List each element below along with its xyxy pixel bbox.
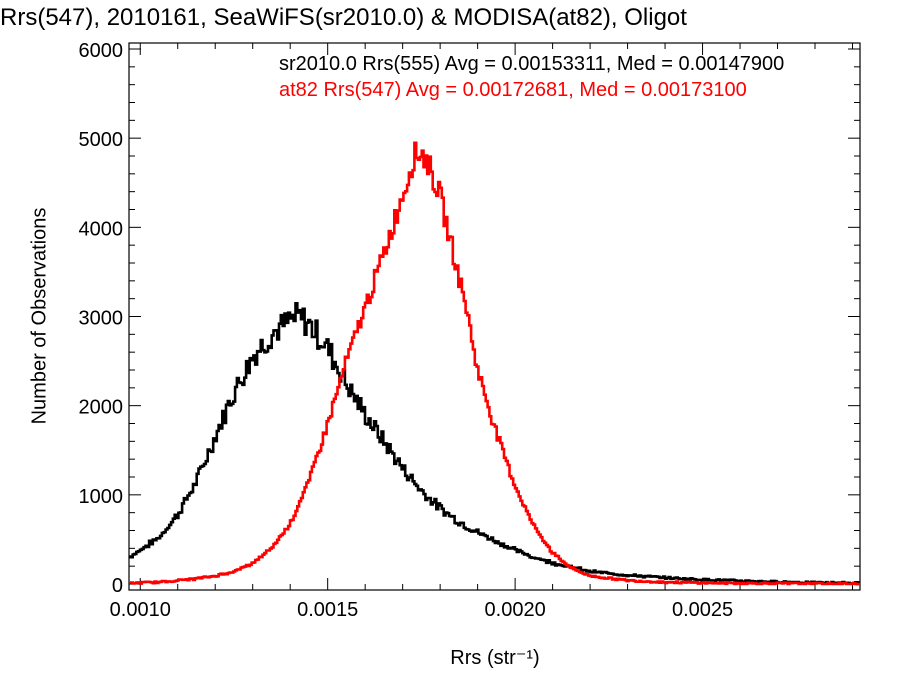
y-tick-label: 0: [112, 575, 123, 597]
x-tick-label: 0.0025: [672, 599, 733, 621]
y-tick-label: 5000: [79, 129, 124, 151]
y-tick-label: 2000: [79, 397, 124, 419]
x-tick-label: 0.0015: [297, 599, 358, 621]
chart-title: Rrs(547), 2010161, SeaWiFS(sr2010.0) & M…: [0, 4, 687, 31]
annotation-line: sr2010.0 Rrs(555) Avg = 0.00153311, Med …: [279, 53, 784, 75]
x-tick-label: 0.0020: [485, 599, 546, 621]
x-axis-label: Rrs (str⁻¹): [450, 647, 540, 669]
y-tick-label: 4000: [79, 218, 124, 240]
annotation-line: at82 Rrs(547) Avg = 0.00172681, Med = 0.…: [279, 79, 747, 101]
x-tick-label: 0.0010: [110, 599, 171, 621]
y-tick-label: 6000: [79, 40, 124, 62]
y-tick-label: 1000: [79, 486, 124, 508]
histogram-series-red: [129, 141, 860, 586]
y-tick-label: 3000: [79, 308, 124, 330]
histogram-series-black: [129, 302, 861, 586]
plot-frame: [128, 42, 861, 591]
